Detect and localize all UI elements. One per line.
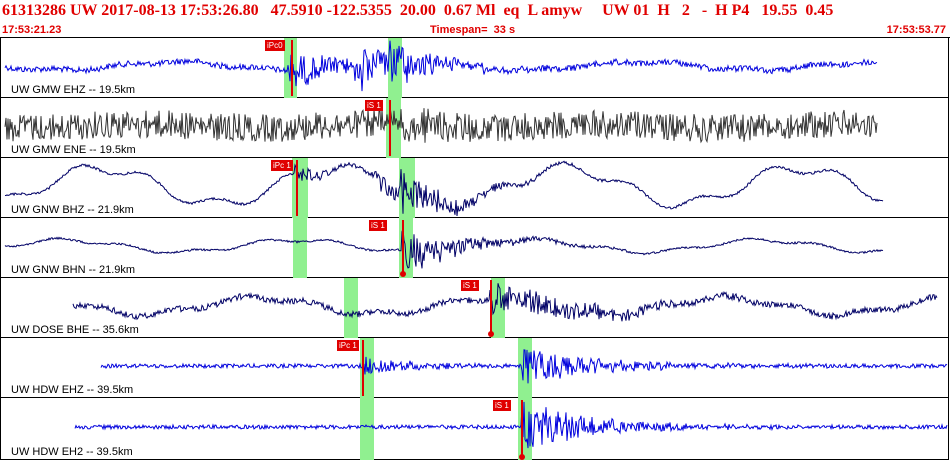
waveform: [72, 283, 938, 322]
trace-label: UW HDW EH2 -- 39.5km: [11, 446, 133, 458]
trace-panel-gnw-bhz[interactable]: iPc 1 UW GNW BHZ -- 21.9km: [0, 158, 949, 218]
waveform: [4, 160, 884, 217]
timespan: Timespan= 33 s: [430, 24, 516, 36]
seismogram-trace: [4, 38, 878, 98]
waveform: [4, 228, 884, 269]
seismogram-trace: [100, 338, 948, 398]
pick-marker-label[interactable]: iS 1: [365, 100, 383, 111]
seismogram-trace: [74, 398, 948, 460]
event-header: 61313286 UW 2017-08-13 17:53:26.80 47.59…: [0, 0, 950, 26]
pick-marker-label[interactable]: iPc 1: [337, 340, 359, 351]
trace-label: UW HDW EHZ -- 39.5km: [11, 384, 134, 396]
event-summary: 61313286 UW 2017-08-13 17:53:26.80 47.59…: [2, 2, 834, 19]
trace-label: UW GMW EHZ -- 19.5km: [11, 84, 136, 96]
waveform: [100, 349, 948, 384]
pick-marker-label[interactable]: iS 1: [369, 220, 387, 231]
seismogram-trace: [72, 278, 938, 338]
pick-handle[interactable]: [400, 271, 406, 277]
trace-panel-dose-bhe[interactable]: iS 1 UW DOSE BHE -- 35.6km: [0, 278, 949, 338]
seismogram-trace: [4, 158, 884, 218]
pick-window: [293, 218, 307, 278]
start-time: 17:53:21.23: [2, 24, 62, 36]
pick-window: [386, 98, 401, 158]
seismogram-panels: iPc0 UW GMW EHZ -- 19.5km iS 1 UW GMW EN…: [0, 38, 950, 460]
trace-label: UW DOSE BHE -- 35.6km: [11, 324, 139, 336]
pick-window: [360, 398, 374, 460]
waveform: [4, 40, 878, 92]
trace-panel-hdw-eh2[interactable]: iS 1 UW HDW EH2 -- 39.5km: [0, 398, 949, 460]
seismogram-trace: [4, 218, 884, 278]
trace-label: UW GMW ENE -- 19.5km: [11, 144, 136, 156]
pick-window: [518, 338, 532, 398]
trace-label: UW GNW BHN -- 21.9km: [11, 264, 136, 276]
pick-marker-label[interactable]: iPc 1: [271, 160, 293, 171]
pick-marker-label[interactable]: iS 1: [461, 280, 479, 291]
pick-marker-label[interactable]: iPc0: [265, 40, 285, 51]
pick-marker-label[interactable]: iS 1: [493, 400, 511, 411]
pick-handle[interactable]: [519, 454, 525, 460]
pick-handle[interactable]: [488, 331, 494, 337]
trace-panel-gnw-bhn[interactable]: iS 1 UW GNW BHN -- 21.9km: [0, 218, 949, 278]
waveform: [4, 106, 878, 144]
pick-window: [491, 278, 505, 338]
header-divider: [0, 37, 950, 38]
trace-label: UW GNW BHZ -- 21.9km: [11, 204, 134, 216]
trace-panel-gmw-ehz[interactable]: iPc0 UW GMW EHZ -- 19.5km: [0, 38, 949, 98]
trace-panel-hdw-ehz[interactable]: iPc 1 UW HDW EHZ -- 39.5km: [0, 338, 949, 398]
seismogram-trace: [4, 98, 878, 158]
waveform: [74, 401, 948, 449]
pick-window: [344, 278, 358, 338]
trace-panel-gmw-ene[interactable]: iS 1 UW GMW ENE -- 19.5km: [0, 98, 949, 158]
pick-window: [399, 158, 415, 218]
end-time: 17:53:53.77: [886, 24, 946, 36]
